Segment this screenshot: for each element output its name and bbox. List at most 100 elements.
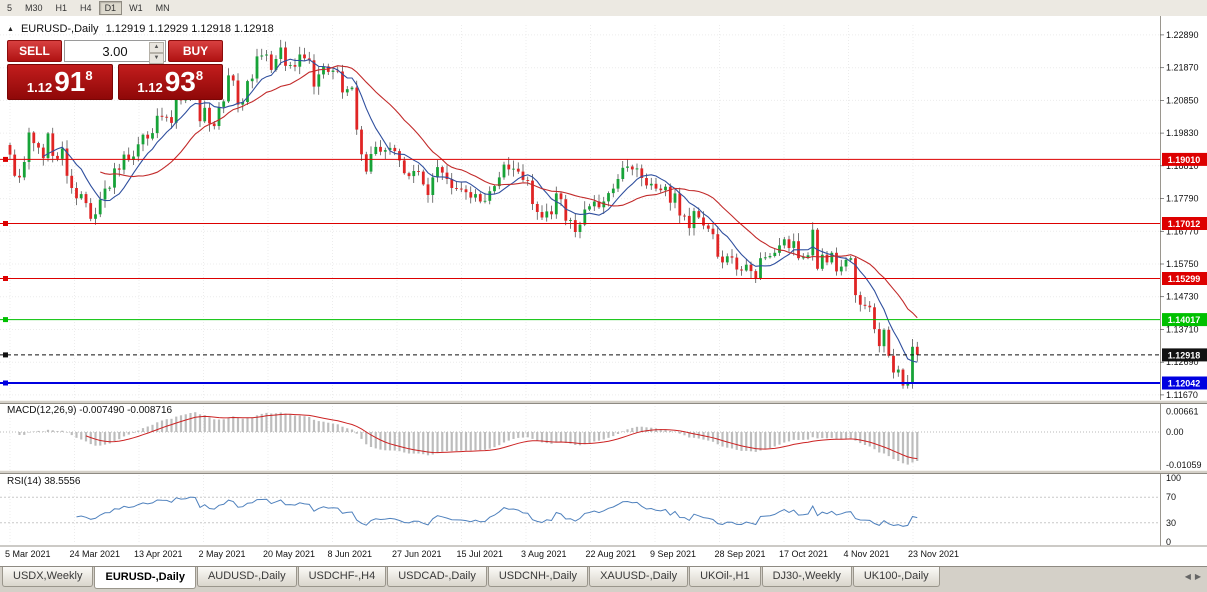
candle-body xyxy=(260,55,264,57)
level-handle[interactable] xyxy=(3,352,8,358)
macd-axis-label: 0.00661 xyxy=(1166,406,1199,416)
price-chart-canvas[interactable]: 1.228901.218701.208501.198301.188101.177… xyxy=(0,16,1207,566)
candle-body xyxy=(545,211,549,218)
candle-body xyxy=(436,167,439,178)
price-tick-label: 1.16770 xyxy=(1166,226,1199,236)
macd-histogram xyxy=(18,412,919,465)
candle-body xyxy=(616,179,620,189)
candle-body xyxy=(906,382,910,386)
date-label: 17 Oct 2021 xyxy=(779,549,828,559)
ohlc-values: 1.12919 1.12929 1.12918 1.12918 xyxy=(105,23,274,35)
volume-value[interactable]: 3.00 xyxy=(102,43,128,59)
level-handle[interactable] xyxy=(3,317,8,323)
level-badge xyxy=(1162,217,1207,230)
candle-body xyxy=(868,305,872,308)
level-handle[interactable] xyxy=(3,156,8,162)
candle-body xyxy=(915,346,919,355)
candle-body xyxy=(849,258,853,260)
level-badge-label: 1.14017 xyxy=(1168,315,1201,325)
candle-body xyxy=(554,193,558,215)
candle-body xyxy=(721,256,724,263)
candle-body xyxy=(402,160,406,174)
tab-eurusd-daily[interactable]: EURUSD-,Daily xyxy=(94,567,196,589)
sell-button[interactable]: SELL xyxy=(7,40,62,62)
timeframe-mn[interactable]: MN xyxy=(150,1,176,15)
volume-spin-down-icon[interactable]: ▼ xyxy=(149,53,164,64)
candle-body xyxy=(602,201,606,208)
candle-body xyxy=(526,180,530,181)
candle-body xyxy=(730,256,734,258)
price-tick-label: 1.22890 xyxy=(1166,30,1199,40)
candle-body xyxy=(692,211,696,229)
candle-body xyxy=(383,150,387,152)
candle-body xyxy=(640,168,644,178)
candle-body xyxy=(151,133,154,139)
buy-price-pipette: 8 xyxy=(195,68,204,83)
candle-body xyxy=(645,178,648,186)
volume-stepper[interactable]: 3.00 ▲ ▼ xyxy=(64,40,166,64)
buy-button[interactable]: BUY xyxy=(168,40,223,62)
timeframe-d1[interactable]: D1 xyxy=(98,1,123,15)
level-handle[interactable] xyxy=(3,221,8,226)
timeframe-w1[interactable]: W1 xyxy=(123,1,149,15)
candle-body xyxy=(89,203,93,219)
sell-price-display[interactable]: 1.12 91 8 xyxy=(7,64,113,100)
candle-body xyxy=(516,168,520,172)
candle-body xyxy=(858,295,862,305)
candle-body xyxy=(621,167,625,179)
candle-body xyxy=(32,132,36,144)
date-label: 27 Jun 2021 xyxy=(392,549,442,559)
tab-dj30-weekly[interactable]: DJ30-,Weekly xyxy=(761,567,852,587)
panel-collapse-icon[interactable]: ▲ xyxy=(7,25,14,33)
tab-usdcnh-daily[interactable]: USDCNH-,Daily xyxy=(487,567,589,587)
candle-body xyxy=(227,75,230,102)
candle-body xyxy=(79,194,83,199)
candle-body xyxy=(108,187,112,189)
candle-body xyxy=(331,70,335,72)
rsi-axis-label: 30 xyxy=(1166,518,1176,528)
candle-body xyxy=(778,245,781,253)
level-badge xyxy=(1162,376,1207,390)
buy-price-display[interactable]: 1.12 93 8 xyxy=(117,64,223,100)
timeframe-h4[interactable]: H4 xyxy=(74,1,98,15)
candle-body xyxy=(806,255,810,258)
tab-usdchf-h4[interactable]: USDCHF-,H4 xyxy=(297,567,387,587)
candle-body xyxy=(683,215,686,217)
candle-body xyxy=(630,166,634,170)
panel-separator[interactable] xyxy=(0,470,1207,474)
volume-spin-up-icon[interactable]: ▲ xyxy=(149,42,164,53)
panel-separator[interactable] xyxy=(0,400,1207,404)
timeframe-h1[interactable]: H1 xyxy=(50,1,74,15)
candle-body xyxy=(426,184,430,195)
candle-body xyxy=(483,200,487,202)
date-label: 15 Jul 2021 xyxy=(457,549,504,559)
candle-body xyxy=(687,215,691,229)
sell-price-prefix: 1.12 xyxy=(26,79,53,95)
ma-fast-line xyxy=(42,58,918,363)
candle-body xyxy=(635,168,639,170)
sell-price-pipette: 8 xyxy=(85,68,93,83)
tab-scroll-right-icon[interactable]: ▶ xyxy=(1194,572,1201,581)
timeframe-m30[interactable]: M30 xyxy=(19,1,49,15)
candle-body xyxy=(231,75,235,81)
tab-uk100-daily[interactable]: UK100-,Daily xyxy=(852,567,940,587)
price-tick-label: 1.12690 xyxy=(1166,357,1199,367)
tab-scroll-left-icon[interactable]: ◀ xyxy=(1184,572,1191,581)
tab-xauusd-daily[interactable]: XAUUSD-,Daily xyxy=(589,567,689,587)
candle-body xyxy=(13,154,17,176)
level-handle[interactable] xyxy=(3,276,8,281)
candle-body xyxy=(540,212,544,218)
timeframe-5[interactable]: 5 xyxy=(1,1,18,15)
candle-body xyxy=(122,154,126,170)
tab-usdx-weekly[interactable]: USDX,Weekly xyxy=(2,567,94,587)
candle-body xyxy=(455,188,458,189)
level-handle[interactable] xyxy=(3,380,8,386)
level-badge xyxy=(1162,152,1207,166)
candle-body xyxy=(896,369,900,373)
tab-ukoil-h1[interactable]: UKOil-,H1 xyxy=(689,567,761,587)
tab-usdcad-daily[interactable]: USDCAD-,Daily xyxy=(387,567,487,587)
date-label: 5 Mar 2021 xyxy=(5,549,51,559)
candle-body xyxy=(611,188,615,194)
tab-audusd-daily[interactable]: AUDUSD-,Daily xyxy=(196,567,297,587)
candle-body xyxy=(412,171,416,177)
